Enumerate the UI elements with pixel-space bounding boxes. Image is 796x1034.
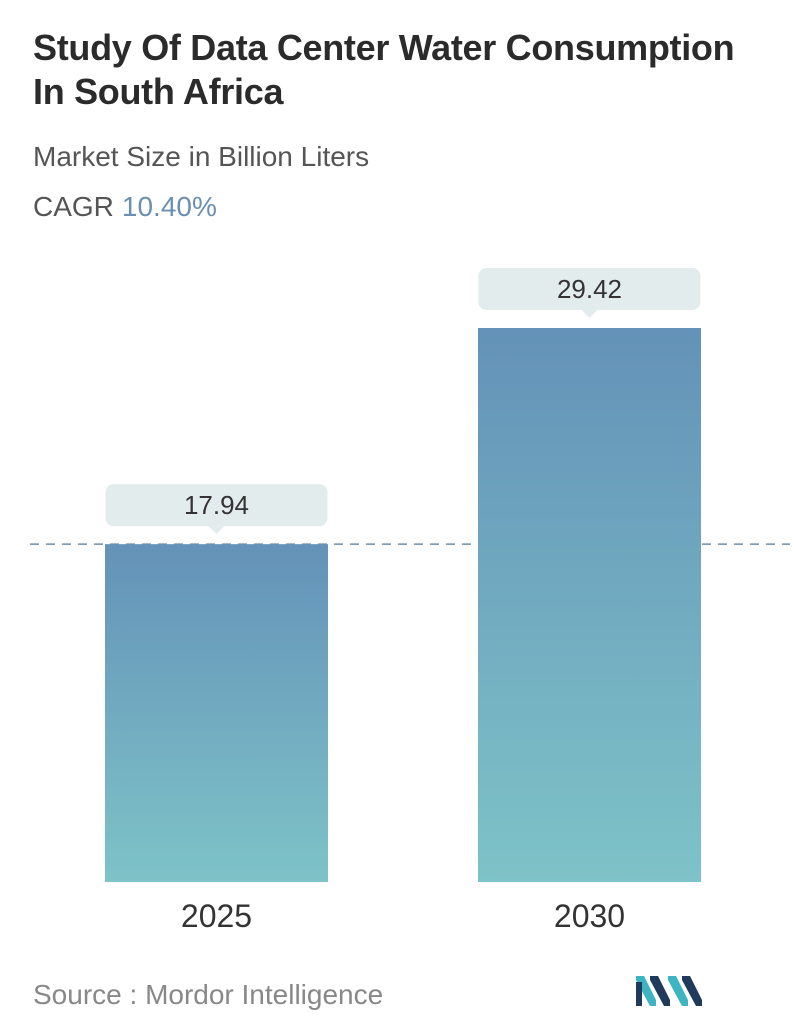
bar-2025 bbox=[105, 544, 328, 882]
category-label-2025: 2025 bbox=[181, 898, 252, 934]
value-label-text: 17.94 bbox=[184, 490, 249, 520]
value-label-2025: 17.94 bbox=[105, 484, 328, 535]
value-label-pointer bbox=[208, 526, 225, 535]
chart-title: Study Of Data Center Water Consumption I… bbox=[33, 27, 735, 112]
value-label-box bbox=[105, 484, 328, 527]
value-label-2030: 29.42 bbox=[478, 268, 701, 318]
chart-subtitle: Market Size in Billion Liters bbox=[33, 141, 370, 172]
mordor-intelligence-logo-icon bbox=[636, 976, 702, 1006]
value-label-pointer bbox=[581, 310, 598, 318]
value-label-text: 29.42 bbox=[557, 274, 622, 304]
source-name: Mordor Intelligence bbox=[145, 979, 384, 1010]
cagr-label: CAGR bbox=[33, 191, 114, 222]
cagr-value: 10.40% bbox=[121, 191, 217, 222]
category-label-2030: 2030 bbox=[554, 898, 625, 934]
value-label-box bbox=[478, 268, 701, 310]
source-label: Source : bbox=[33, 979, 138, 1010]
cagr-line: CAGR 10.40% bbox=[33, 190, 217, 224]
bar-2030 bbox=[478, 328, 701, 882]
source-credit: Source : Mordor Intelligence bbox=[33, 978, 383, 1012]
